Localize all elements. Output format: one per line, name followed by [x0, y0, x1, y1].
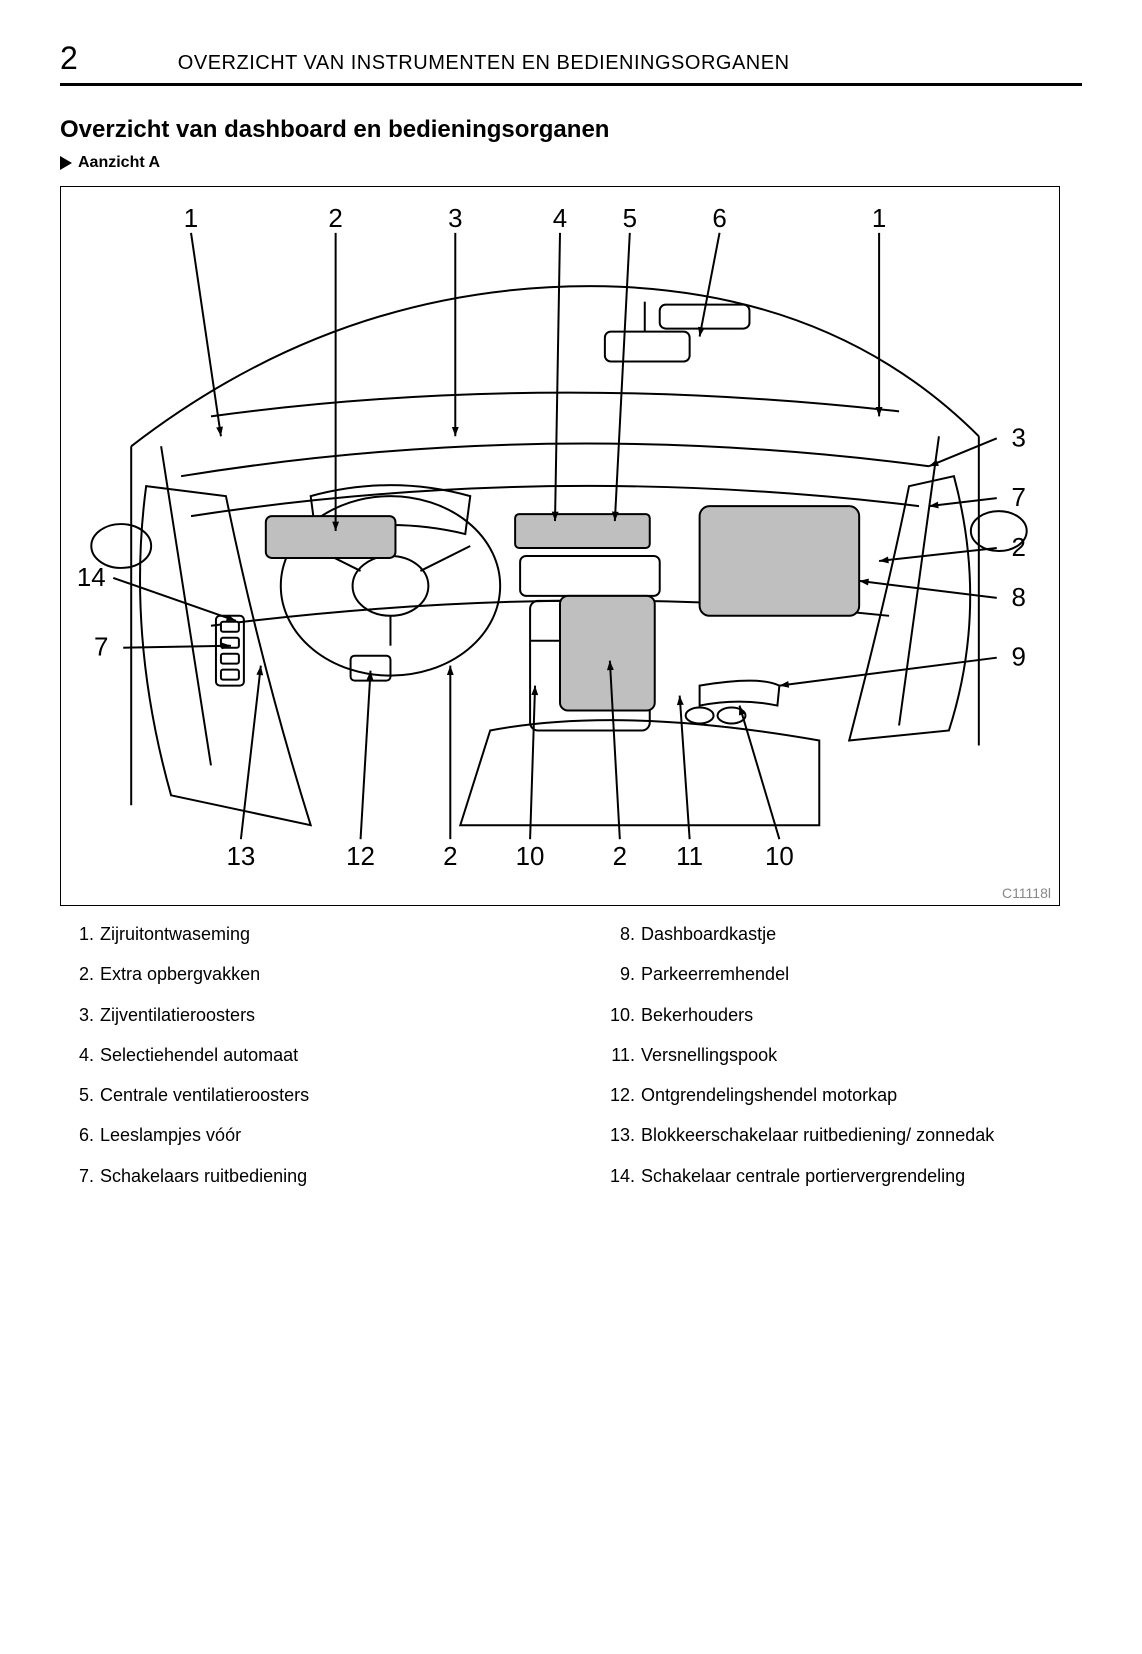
legend-item: 10Bekerhouders [601, 1003, 1082, 1027]
callout-number: 9 [1012, 644, 1026, 672]
legend-item: 3Zijventilatieroosters [60, 1003, 541, 1027]
legend-label: Zijruitontwaseming [100, 922, 541, 946]
legend-label: Leeslampjes vóór [100, 1123, 541, 1147]
legend-label: Blokkeerschakelaar ruitbediening/ zonned… [641, 1123, 1082, 1147]
legend-number: 4 [60, 1043, 94, 1067]
page-number: 2 [60, 40, 78, 77]
legend-number: 11 [601, 1043, 635, 1067]
subtitle: Aanzicht A [78, 154, 160, 172]
legend-label: Parkeerremhendel [641, 962, 1082, 986]
legend-item: 6Leeslampjes vóór [60, 1123, 541, 1147]
legend-number: 8 [601, 922, 635, 946]
legend-label: Bekerhouders [641, 1003, 1082, 1027]
diagram-svg: 123456113122102111014737289 [61, 187, 1059, 905]
legend-number: 5 [60, 1083, 94, 1107]
callout-number: 1 [184, 205, 198, 233]
callout-number: 2 [1012, 534, 1026, 562]
legend-number: 13 [601, 1123, 635, 1147]
legend-number: 12 [601, 1083, 635, 1107]
legend-item: 8Dashboardkastje [601, 922, 1082, 946]
legend-item: 7Schakelaars ruitbediening [60, 1164, 541, 1188]
dashboard-diagram: 123456113122102111014737289 C11118l [60, 186, 1060, 906]
callout-number: 2 [613, 843, 627, 871]
legend-label: Ontgrendelingshendel motorkap [641, 1083, 1082, 1107]
legend: 1Zijruitontwaseming2Extra opbergvakken3Z… [60, 922, 1082, 1204]
callout-number: 10 [516, 843, 545, 871]
legend-label: Centrale ventilatieroosters [100, 1083, 541, 1107]
legend-number: 10 [601, 1003, 635, 1027]
legend-number: 7 [60, 1164, 94, 1188]
legend-item: 2Extra opbergvakken [60, 962, 541, 986]
legend-number: 3 [60, 1003, 94, 1027]
subtitle-row: Aanzicht A [60, 154, 1082, 172]
callout-number: 3 [448, 205, 462, 233]
page-title: Overzicht van dashboard en bedieningsorg… [60, 116, 1082, 144]
legend-number: 2 [60, 962, 94, 986]
legend-label: Versnellingspook [641, 1043, 1082, 1067]
legend-label: Extra opbergvakken [100, 962, 541, 986]
section-header: OVERZICHT VAN INSTRUMENTEN EN BEDIENINGS… [178, 52, 790, 75]
callout-number: 6 [712, 205, 726, 233]
triangle-icon [60, 156, 72, 170]
legend-number: 6 [60, 1123, 94, 1147]
callout-number: 12 [346, 843, 375, 871]
legend-label: Schakelaars ruitbediening [100, 1164, 541, 1188]
legend-number: 14 [601, 1164, 635, 1188]
legend-label: Dashboardkastje [641, 922, 1082, 946]
callout-number: 2 [443, 843, 457, 871]
page-header: 2 OVERZICHT VAN INSTRUMENTEN EN BEDIENIN… [60, 40, 1082, 86]
legend-number: 9 [601, 962, 635, 986]
callout-number: 14 [77, 564, 106, 592]
legend-label: Selectiehendel automaat [100, 1043, 541, 1067]
callout-number: 5 [623, 205, 637, 233]
callout-number: 8 [1012, 584, 1026, 612]
legend-item: 4Selectiehendel automaat [60, 1043, 541, 1067]
legend-col-2: 8Dashboardkastje9Parkeerremhendel10Beker… [601, 922, 1082, 1204]
legend-item: 9Parkeerremhendel [601, 962, 1082, 986]
legend-item: 1Zijruitontwaseming [60, 922, 541, 946]
callout-number: 11 [676, 843, 703, 871]
callout-number: 10 [765, 843, 794, 871]
legend-item: 11Versnellingspook [601, 1043, 1082, 1067]
callout-number: 4 [553, 205, 567, 233]
legend-item: 12Ontgrendelingshendel motorkap [601, 1083, 1082, 1107]
callout-number: 13 [226, 843, 255, 871]
image-code: C11118l [1002, 885, 1051, 901]
legend-item: 5Centrale ventilatieroosters [60, 1083, 541, 1107]
callout-number: 3 [1012, 424, 1026, 452]
legend-number: 1 [60, 922, 94, 946]
callout-number: 7 [94, 634, 108, 662]
legend-item: 14Schakelaar centrale portiervergrendeli… [601, 1164, 1082, 1188]
callout-number: 2 [328, 205, 342, 233]
callout-number: 1 [872, 205, 886, 233]
legend-col-1: 1Zijruitontwaseming2Extra opbergvakken3Z… [60, 922, 541, 1204]
legend-label: Schakelaar centrale portiervergrendeling [641, 1164, 1082, 1188]
callout-number: 7 [1012, 484, 1026, 512]
legend-label: Zijventilatieroosters [100, 1003, 541, 1027]
legend-item: 13Blokkeerschakelaar ruitbediening/ zonn… [601, 1123, 1082, 1147]
